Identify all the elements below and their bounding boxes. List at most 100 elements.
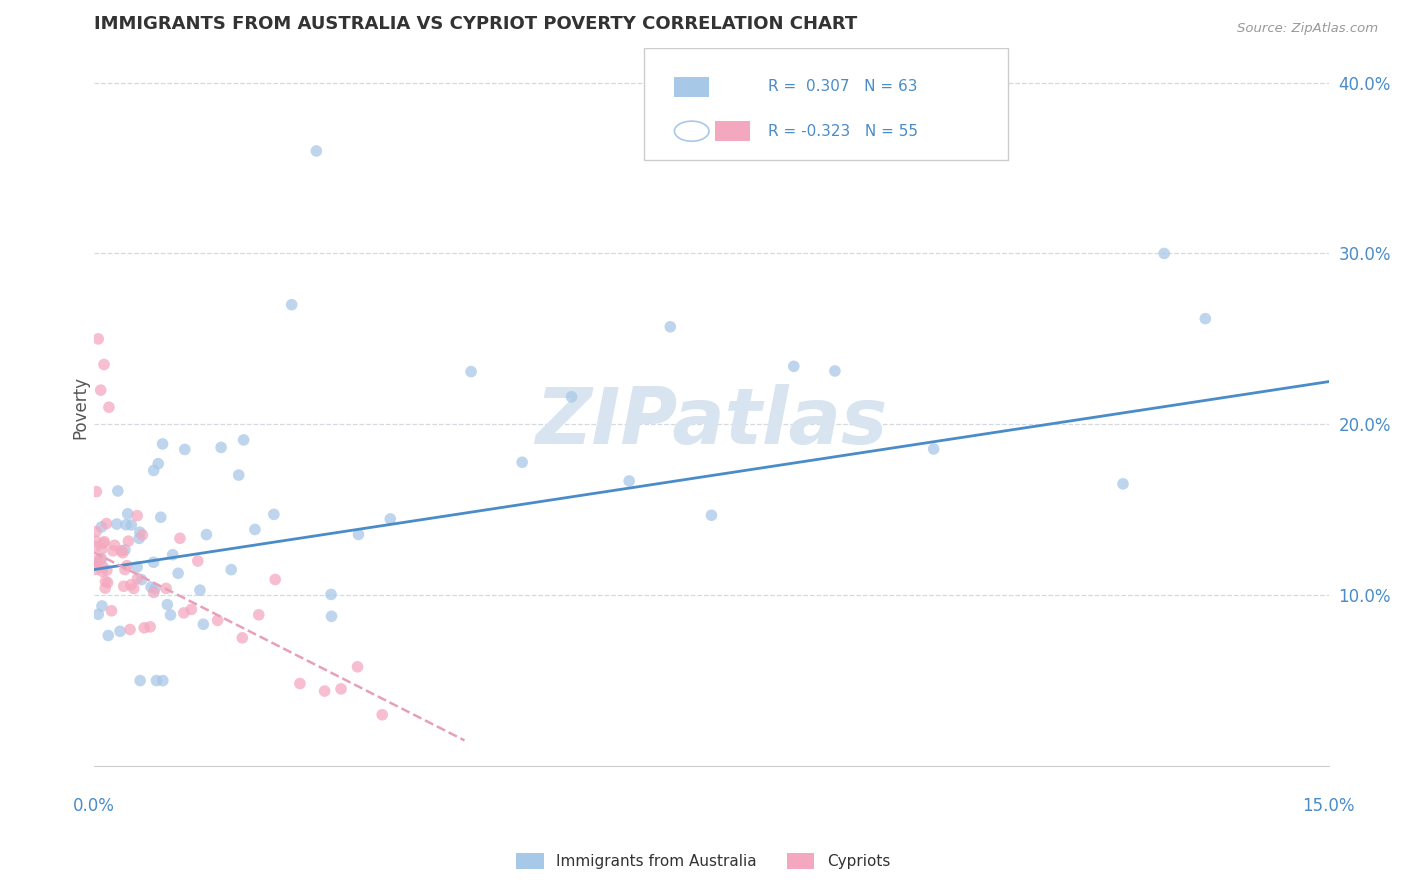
Point [91, 541, 114, 556]
Point [96, 516, 118, 531]
Point [243, 523, 266, 537]
Point [510, 455, 533, 469]
Point [263, 508, 285, 522]
Point [152, 673, 174, 688]
Point [180, 602, 202, 616]
Point [142, 463, 165, 477]
Point [108, 624, 131, 639]
Point [1153, 246, 1175, 260]
Point [97, 575, 120, 590]
Point [90, 551, 112, 566]
Text: Source: ZipAtlas.com: Source: ZipAtlas.com [1237, 22, 1378, 36]
Point [231, 631, 253, 645]
Point [118, 623, 141, 637]
Point [87, 607, 110, 622]
Point [460, 365, 482, 379]
FancyBboxPatch shape [716, 121, 749, 141]
Point [87, 332, 110, 346]
Point [120, 578, 142, 592]
Point [131, 573, 153, 587]
Point [90, 552, 112, 566]
Point [149, 510, 172, 524]
Point [112, 579, 135, 593]
Point [700, 508, 723, 523]
Point [110, 544, 132, 558]
Point [783, 359, 806, 374]
Point [288, 676, 311, 690]
Point [188, 583, 211, 598]
Point [219, 563, 242, 577]
Point [380, 512, 402, 526]
Point [134, 621, 156, 635]
Point [84, 562, 107, 576]
Point [173, 606, 195, 620]
Point [84, 534, 107, 549]
Point [91, 599, 114, 613]
Point [104, 538, 127, 552]
Point [94, 581, 117, 595]
Point [319, 587, 342, 601]
Point [321, 609, 343, 624]
Point [617, 474, 640, 488]
Point [84, 524, 107, 539]
Point [148, 457, 170, 471]
Point [142, 555, 165, 569]
Point [824, 364, 846, 378]
Point [247, 607, 270, 622]
Point [97, 628, 120, 642]
Point [922, 442, 945, 456]
Point [305, 144, 328, 158]
Point [162, 548, 184, 562]
Point [228, 468, 250, 483]
Point [127, 508, 149, 523]
Text: R =  0.307   N = 63: R = 0.307 N = 63 [768, 79, 918, 95]
Point [115, 517, 138, 532]
Point [169, 531, 191, 545]
Point [207, 613, 229, 627]
Point [139, 620, 162, 634]
Point [91, 564, 114, 578]
Point [131, 528, 153, 542]
Point [139, 580, 162, 594]
Point [91, 559, 114, 574]
Point [560, 390, 582, 404]
Point [86, 484, 108, 499]
Point [127, 560, 149, 574]
Text: 0.0%: 0.0% [73, 797, 115, 814]
Point [100, 604, 122, 618]
Point [152, 437, 174, 451]
Point [346, 660, 368, 674]
FancyBboxPatch shape [644, 48, 1008, 160]
Point [117, 507, 139, 521]
Point [122, 582, 145, 596]
Text: ZIPatlas: ZIPatlas [536, 384, 887, 459]
Text: R = -0.323   N = 55: R = -0.323 N = 55 [768, 124, 918, 138]
Point [117, 534, 139, 549]
Point [128, 525, 150, 540]
Point [93, 358, 115, 372]
Point [347, 527, 370, 541]
Point [155, 582, 177, 596]
Point [84, 553, 107, 567]
Point [120, 518, 142, 533]
Point [128, 532, 150, 546]
Point [1194, 311, 1216, 326]
Point [193, 617, 215, 632]
Point [129, 673, 152, 688]
Point [101, 543, 124, 558]
Point [330, 681, 353, 696]
Point [142, 585, 165, 599]
Point [264, 573, 287, 587]
Point [111, 546, 134, 560]
Point [232, 433, 254, 447]
Point [94, 574, 117, 589]
Point [114, 542, 136, 557]
Point [90, 383, 112, 397]
Point [93, 534, 115, 549]
Point [659, 319, 682, 334]
Point [84, 556, 107, 570]
Point [114, 563, 136, 577]
Point [1112, 476, 1135, 491]
Point [209, 441, 232, 455]
Point [84, 558, 107, 573]
